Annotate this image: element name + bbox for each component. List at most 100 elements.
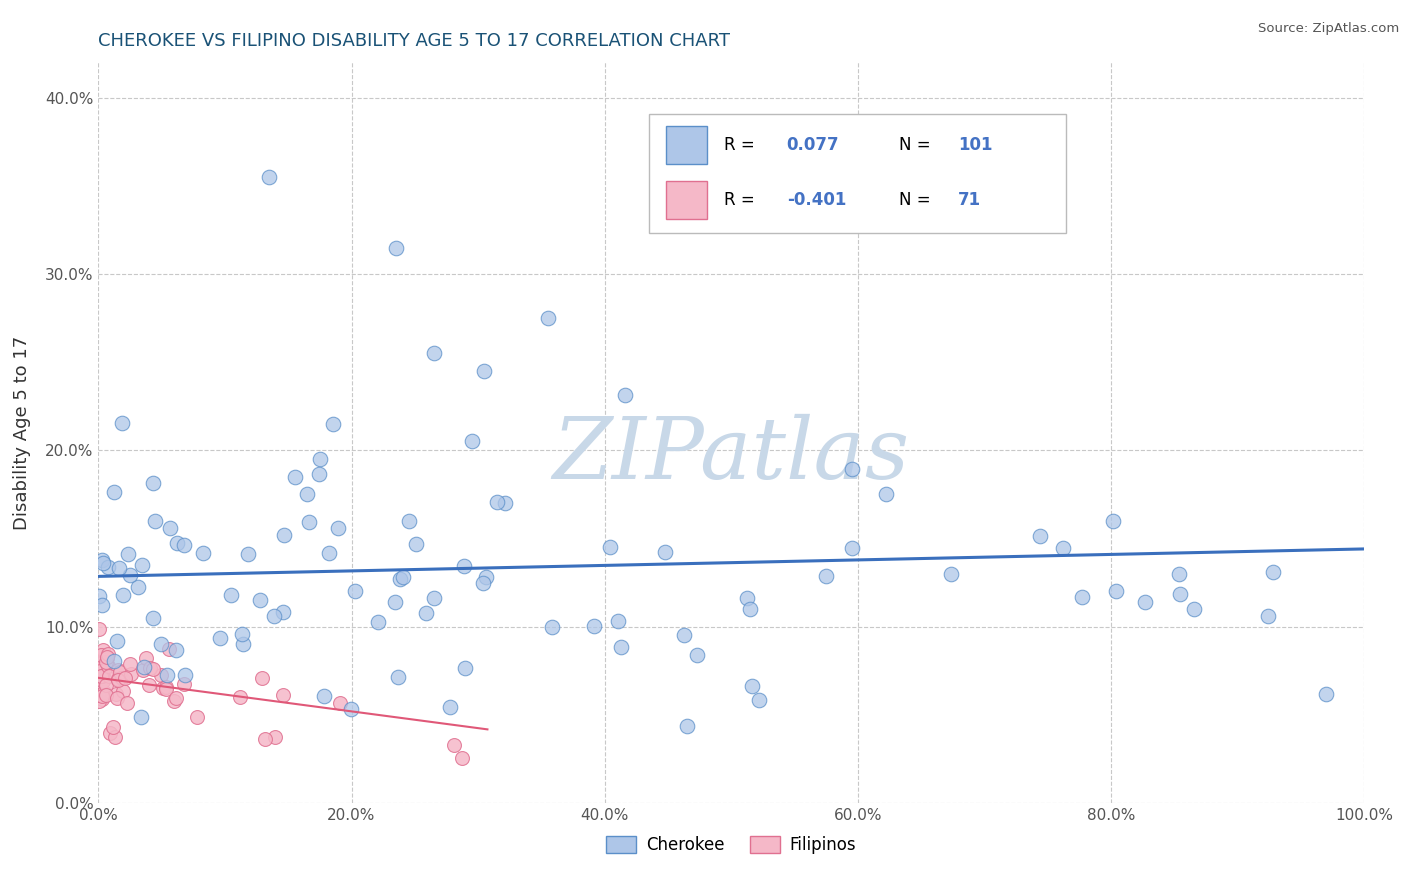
Point — [105, 690, 128, 705]
Point — [297, 487, 319, 501]
Point — [132, 660, 155, 674]
Point — [115, 696, 138, 710]
Point — [156, 667, 179, 681]
Point — [91, 661, 114, 675]
Point — [91, 648, 114, 662]
Point — [735, 591, 758, 605]
Point — [606, 614, 628, 628]
Point — [93, 651, 115, 665]
Point — [308, 467, 330, 481]
Point — [328, 521, 350, 535]
Point — [672, 628, 695, 642]
Point — [541, 620, 564, 634]
Point — [263, 609, 285, 624]
Point — [208, 631, 231, 645]
Point — [236, 547, 259, 561]
Text: CHEROKEE VS FILIPINO DISABILITY AGE 5 TO 17 CORRELATION CHART: CHEROKEE VS FILIPINO DISABILITY AGE 5 TO… — [98, 32, 731, 50]
Point — [271, 605, 294, 619]
Point — [610, 640, 633, 654]
Point — [318, 545, 340, 559]
Point — [159, 520, 181, 534]
Point — [107, 663, 129, 677]
Point — [343, 584, 366, 599]
Point — [654, 545, 676, 559]
Point — [93, 672, 115, 686]
Point — [173, 538, 195, 552]
Point — [741, 679, 763, 693]
Point — [129, 710, 152, 724]
Point — [1184, 602, 1206, 616]
Point — [1263, 565, 1285, 579]
Point — [97, 559, 120, 574]
Point — [150, 668, 173, 682]
Point — [97, 658, 120, 673]
Point — [451, 751, 474, 765]
Point — [157, 642, 180, 657]
Point — [460, 434, 484, 449]
Point — [367, 615, 389, 630]
Point — [91, 556, 114, 570]
Point — [90, 648, 112, 662]
Point — [250, 671, 273, 685]
Point — [297, 515, 319, 529]
Point — [93, 685, 115, 699]
Point — [97, 669, 120, 683]
Text: ZIPatlas: ZIPatlas — [553, 414, 910, 496]
Point — [87, 689, 110, 703]
Point — [107, 673, 129, 687]
Point — [111, 588, 134, 602]
Point — [91, 655, 114, 669]
Point — [90, 669, 112, 683]
Point — [1102, 514, 1125, 528]
Point — [1105, 584, 1128, 599]
Point — [143, 514, 166, 528]
Point — [108, 561, 131, 575]
Point — [475, 570, 498, 584]
Point — [87, 664, 110, 678]
Point — [103, 654, 125, 668]
Point — [273, 527, 295, 541]
Legend: Cherokee, Filipinos: Cherokee, Filipinos — [599, 830, 863, 861]
Point — [1167, 566, 1189, 581]
Point — [90, 665, 112, 680]
Point — [89, 678, 111, 692]
Point — [131, 558, 153, 572]
Point — [96, 650, 118, 665]
Point — [186, 709, 208, 723]
Point — [472, 575, 495, 590]
Point — [814, 569, 837, 583]
Point — [135, 651, 157, 665]
Point — [108, 665, 131, 679]
Point — [582, 618, 605, 632]
Point — [454, 661, 477, 675]
Y-axis label: Disability Age 5 to 17: Disability Age 5 to 17 — [13, 335, 31, 530]
Point — [127, 580, 149, 594]
Point — [93, 652, 115, 666]
Point — [94, 655, 117, 669]
Point — [443, 738, 465, 752]
Point — [90, 669, 112, 683]
Point — [165, 690, 187, 705]
Point — [96, 678, 118, 692]
Point — [142, 476, 165, 491]
Point — [149, 637, 172, 651]
Point — [841, 541, 863, 556]
Point — [162, 694, 184, 708]
Point — [132, 664, 155, 678]
Point — [110, 671, 132, 685]
Point — [486, 495, 509, 509]
Point — [259, 169, 281, 184]
Point — [415, 607, 437, 621]
Point — [91, 553, 114, 567]
Point — [1052, 541, 1074, 555]
Point — [472, 364, 495, 378]
Point — [841, 462, 863, 476]
Point — [90, 682, 112, 697]
Point — [107, 673, 129, 687]
Point — [422, 591, 444, 605]
Point — [536, 311, 558, 326]
Point — [599, 541, 621, 555]
Point — [152, 681, 174, 695]
Point — [264, 730, 287, 744]
Point — [155, 681, 177, 696]
